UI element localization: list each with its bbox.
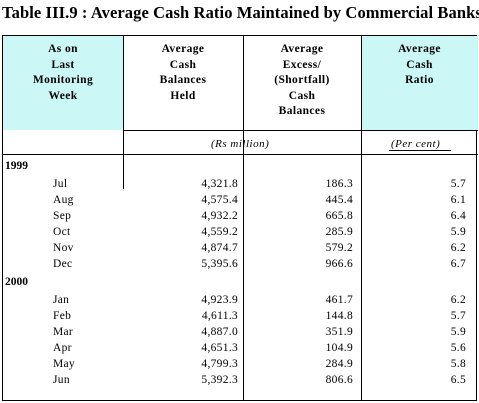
cell-held: 4,651.3 bbox=[201, 342, 238, 354]
cell-held: 4,611.3 bbox=[201, 310, 238, 322]
cell-ratio: 6.4 bbox=[450, 210, 466, 222]
column-divider bbox=[123, 36, 124, 189]
cell-held: 4,923.9 bbox=[201, 294, 238, 306]
cell-ratio: 6.7 bbox=[450, 258, 466, 270]
cell-ratio: 5.8 bbox=[450, 358, 466, 370]
column-divider bbox=[243, 36, 244, 400]
cell-excess: 461.7 bbox=[325, 294, 353, 306]
row-month: Aug bbox=[53, 194, 74, 206]
cell-held: 4,559.2 bbox=[201, 226, 238, 238]
row-month: Dec bbox=[53, 258, 73, 270]
cell-held: 5,395.6 bbox=[201, 258, 238, 270]
header-date: As on Last Monitoring Week bbox=[32, 43, 94, 102]
cash-ratio-table: As on Last Monitoring Week Average Cash … bbox=[2, 35, 478, 401]
column-divider bbox=[361, 36, 362, 400]
unit-ratio: (Per cent) bbox=[391, 138, 441, 150]
year-label: 2000 bbox=[5, 276, 28, 288]
cell-held: 4,874.7 bbox=[201, 242, 238, 254]
cell-excess: 186.3 bbox=[325, 178, 353, 190]
cell-excess: 445.4 bbox=[325, 194, 353, 206]
row-month: Mar bbox=[53, 326, 74, 338]
cell-excess: 351.9 bbox=[325, 326, 353, 338]
header-excess: Average Excess/ (Shortfall) Cash Balance… bbox=[274, 43, 330, 117]
cell-ratio: 6.2 bbox=[450, 294, 466, 306]
cell-excess: 144.8 bbox=[325, 310, 353, 322]
year-label: 1999 bbox=[5, 160, 28, 172]
cell-held: 4,321.8 bbox=[201, 178, 238, 190]
table-title: Table III.9 : Average Cash Ratio Maintai… bbox=[2, 3, 479, 22]
header-shading-last bbox=[361, 36, 478, 130]
cell-excess: 806.6 bbox=[325, 374, 353, 386]
row-month: Jul bbox=[53, 178, 68, 190]
cell-excess: 579.2 bbox=[325, 242, 353, 254]
row-month: Feb bbox=[53, 310, 72, 322]
cell-held: 4,887.0 bbox=[201, 326, 238, 338]
header-bottom-rule bbox=[3, 154, 478, 155]
header-cash-held: Average Cash Balances Held bbox=[159, 43, 207, 102]
row-month: Jan bbox=[53, 294, 70, 306]
cell-excess: 285.9 bbox=[325, 226, 353, 238]
cell-excess: 284.9 bbox=[325, 358, 353, 370]
header-ratio: Average Cash Ratio bbox=[398, 43, 441, 86]
row-month: Jun bbox=[53, 374, 70, 386]
cell-held: 4,575.4 bbox=[201, 194, 238, 206]
cell-held: 4,799.3 bbox=[201, 358, 238, 370]
cell-ratio: 5.9 bbox=[450, 226, 466, 238]
row-month: Oct bbox=[53, 226, 71, 238]
unit-amount: (Rs million) bbox=[211, 138, 270, 150]
cell-ratio: 6.1 bbox=[450, 194, 466, 206]
cell-ratio: 5.7 bbox=[450, 178, 466, 190]
cell-excess: 665.8 bbox=[325, 210, 353, 222]
header-divider bbox=[123, 130, 478, 131]
cell-held: 4,932.2 bbox=[201, 210, 238, 222]
cell-excess: 966.6 bbox=[325, 258, 353, 270]
row-month: Apr bbox=[53, 342, 72, 354]
cell-ratio: 6.2 bbox=[450, 242, 466, 254]
unit-ratio-underline bbox=[389, 150, 451, 151]
row-month: Nov bbox=[53, 242, 74, 254]
cell-ratio: 5.9 bbox=[450, 326, 466, 338]
cell-excess: 104.9 bbox=[325, 342, 353, 354]
cell-ratio: 5.6 bbox=[450, 342, 466, 354]
row-month: Sep bbox=[53, 210, 72, 222]
cell-held: 5,392.3 bbox=[201, 374, 238, 386]
header-shading-first bbox=[3, 36, 123, 130]
row-month: May bbox=[53, 358, 75, 370]
cell-ratio: 6.5 bbox=[450, 374, 466, 386]
cell-ratio: 5.7 bbox=[450, 310, 466, 322]
